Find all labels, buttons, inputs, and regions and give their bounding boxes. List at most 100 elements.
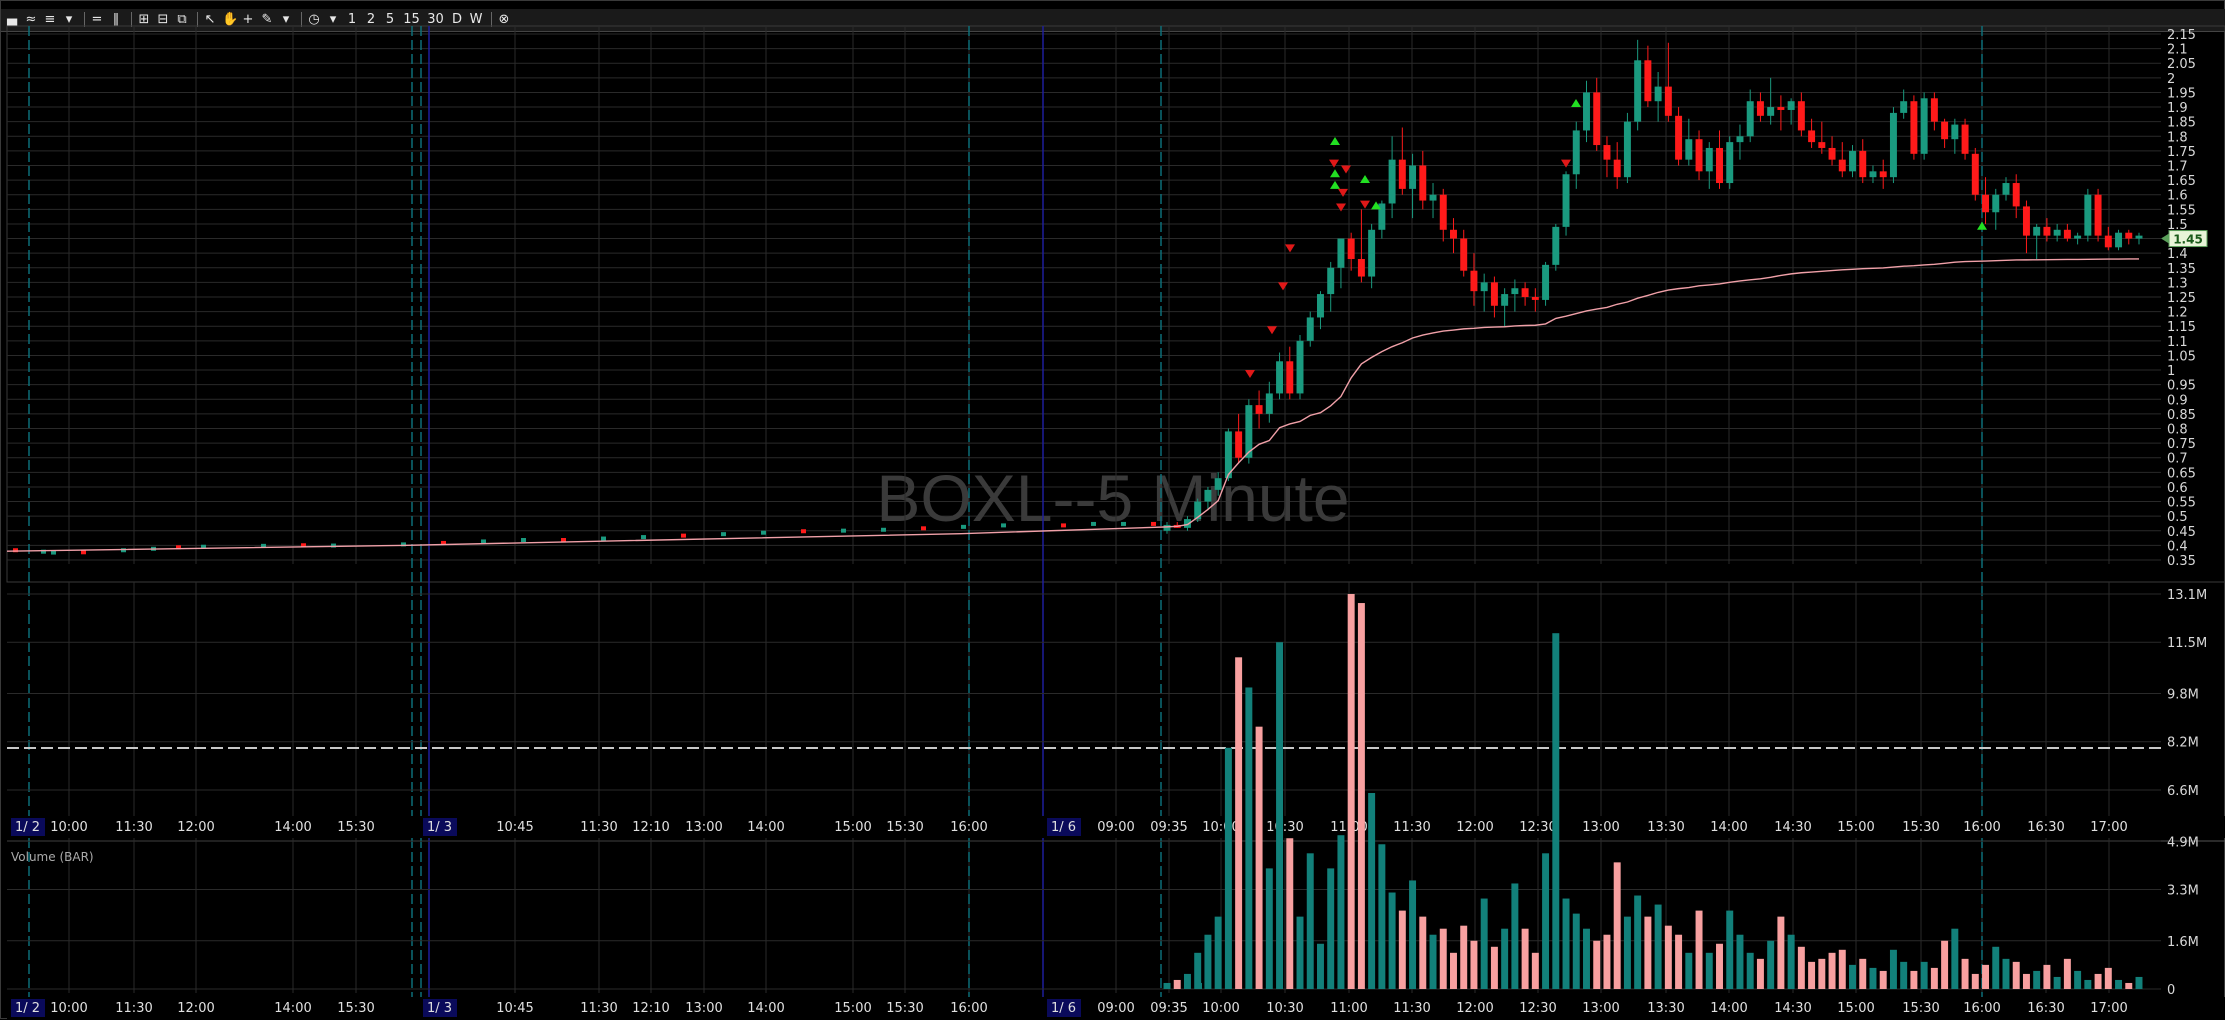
zoom-reset-icon[interactable]: ⧉ — [177, 12, 187, 27]
time-axis-label: 16:00 — [1963, 820, 2000, 835]
time-axis-label: 11:30 — [580, 1001, 617, 1016]
candle-up — [1245, 405, 1253, 458]
zoom-out-icon[interactable]: ⊟ — [157, 12, 169, 27]
time-axis-label: 16:00 — [950, 1001, 987, 1016]
date-marker — [423, 818, 457, 836]
candle-up — [481, 539, 486, 544]
candle-down — [2094, 194, 2102, 236]
candle-up — [1429, 194, 1437, 201]
candle-down — [1490, 282, 1498, 306]
candle-down — [1235, 431, 1243, 458]
volume-bar-up — [2084, 979, 2092, 989]
volume-bar-down — [1644, 916, 1652, 989]
candle-down — [1419, 165, 1427, 201]
candle-down — [1603, 145, 1611, 160]
candle-up — [1480, 282, 1488, 292]
candle-down — [1061, 523, 1066, 528]
candle-up — [521, 538, 526, 543]
time-axis-label: 15:30 — [337, 1001, 374, 1016]
volume-bar-down — [2063, 958, 2071, 989]
clock-icon[interactable]: ◷ — [308, 12, 320, 27]
volume-bar-down — [1398, 910, 1406, 989]
volume-bar-down — [1828, 952, 1836, 989]
candle-down — [1347, 238, 1355, 260]
timeframe-30-button[interactable]: 30 — [427, 12, 444, 27]
time-axis-label: 17:00 — [2090, 820, 2127, 835]
price-axis-label: 2.1 — [2167, 43, 2188, 58]
time-axis-label: 10:45 — [496, 1001, 533, 1016]
pointer-icon[interactable]: ↖ — [204, 12, 216, 27]
draw-icon[interactable]: ≈ — [25, 12, 37, 27]
candle-up — [1654, 86, 1662, 102]
timeframe-1-button[interactable]: 1 — [347, 12, 357, 27]
chart-type-icon[interactable]: ▄ — [7, 12, 17, 27]
date-label: 1/ 2 — [15, 1001, 40, 1016]
timeframe-week-button[interactable]: W — [469, 12, 483, 27]
dropdown-icon[interactable]: ▾ — [282, 12, 290, 27]
buy-signal-marker — [1360, 175, 1370, 184]
tools-icon[interactable]: ≡ — [44, 12, 56, 27]
candle-down — [921, 526, 926, 531]
volume-bar-down — [1808, 961, 1816, 989]
candle-down — [1460, 238, 1468, 271]
volume-bar-down — [1470, 940, 1478, 989]
volume-bar-down — [1838, 949, 1846, 989]
candle-down — [1808, 130, 1816, 143]
time-axis-label: 13:30 — [1647, 820, 1684, 835]
hand-icon[interactable]: ✋ — [222, 12, 239, 27]
candle-up — [1736, 136, 1744, 143]
time-axis-label: 13:30 — [1647, 1001, 1684, 1016]
volume-bar-down — [2104, 967, 2112, 989]
candle-up — [2033, 226, 2041, 236]
volume-bar-down — [1439, 928, 1447, 989]
time-axis-label: 12:10 — [632, 1001, 669, 1016]
volume-bar-down — [1930, 967, 1938, 989]
candle-up — [881, 527, 886, 532]
vertical-layout-icon[interactable]: ‖ — [112, 12, 120, 27]
candle-up — [1869, 171, 1877, 178]
time-axis-label: 11:30 — [115, 1001, 152, 1016]
timeframe-5-button[interactable]: 5 — [385, 12, 395, 27]
candle-up — [1409, 165, 1417, 189]
timeframe-day-button[interactable]: D — [451, 12, 462, 27]
time-axis-label: 10:00 — [1202, 1001, 1239, 1016]
volume-bar-down — [1173, 979, 1181, 989]
candle-down — [1982, 194, 1990, 213]
close-icon[interactable]: ⊗ — [498, 12, 510, 27]
price-axis-label: 0.35 — [2167, 554, 2196, 569]
volume-bar-down — [1593, 940, 1601, 989]
volume-bar-down — [1521, 928, 1529, 989]
time-axis-label: 15:30 — [886, 820, 923, 835]
candle-up — [1276, 361, 1284, 394]
price-axis-label: 0.9 — [2167, 393, 2188, 408]
sell-signal-marker — [1336, 203, 1346, 212]
dropdown-icon[interactable]: ▾ — [329, 12, 337, 27]
candle-down — [441, 540, 446, 545]
time-axis-label: 13:00 — [685, 820, 722, 835]
timeframe-2-button[interactable]: 2 — [366, 12, 376, 27]
volume-bar-down — [2125, 982, 2133, 989]
time-axis-label: 15:30 — [337, 820, 374, 835]
sell-signal-marker — [1285, 244, 1295, 253]
horizontal-layout-icon[interactable]: = — [91, 12, 103, 27]
timeframe-15-button[interactable]: 15 — [403, 12, 420, 27]
volume-bar-down — [1859, 958, 1867, 989]
candle-down — [2012, 183, 2020, 207]
zoom-grid-icon[interactable]: ⊞ — [138, 12, 150, 27]
dropdown-icon[interactable]: ▾ — [65, 12, 73, 27]
candle-up — [1378, 203, 1386, 230]
chart-watermark-title: BOXL--5 Minute — [876, 461, 1349, 535]
price-axis-label: 0.85 — [2167, 408, 2196, 423]
candle-down — [301, 543, 306, 548]
candle-down — [801, 529, 806, 534]
crosshair-icon[interactable]: + — [242, 12, 254, 27]
volume-bar-down — [1490, 946, 1498, 989]
volume-bar-up — [1685, 952, 1693, 989]
volume-bar-down — [1603, 934, 1611, 989]
volume-bar-down — [2012, 961, 2020, 989]
price-axis-label: 1.8 — [2167, 130, 2188, 145]
pencil-icon[interactable]: ✎ — [261, 12, 273, 27]
time-axis-label: 16:00 — [1963, 1001, 2000, 1016]
time-axis-label: 15:00 — [834, 820, 871, 835]
